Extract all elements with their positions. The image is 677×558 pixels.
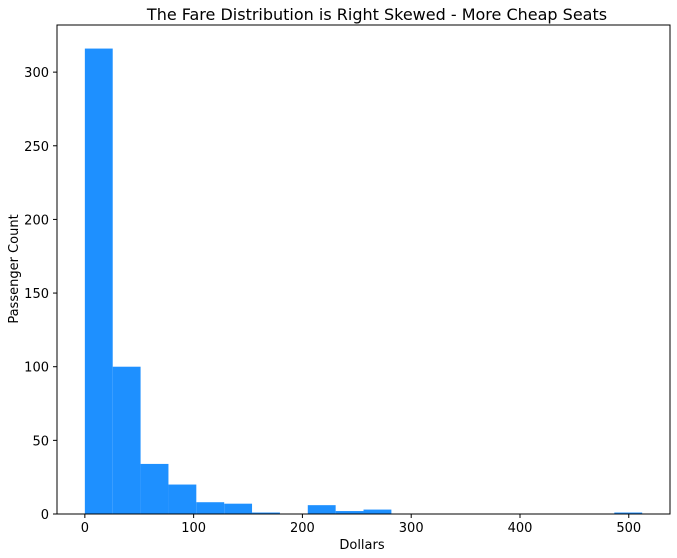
y-tick-label: 250 [24,140,49,155]
histogram-bar [335,511,364,514]
y-axis: 0 50 100 150 200 250 300 [24,66,57,523]
x-tick-label: 0 [81,521,89,536]
y-tick-label: 0 [41,508,49,523]
x-axis: 0 100 200 300 400 500 [81,514,641,536]
histogram-bar [84,48,113,515]
histogram-bar [363,509,392,514]
bars-group [84,48,643,515]
y-tick-label: 300 [24,66,49,81]
x-tick-label: 500 [616,521,641,536]
histogram-bar [307,505,336,514]
histogram-bar [140,463,169,514]
x-tick-label: 200 [290,521,315,536]
histogram-bar [614,512,643,514]
y-tick-label: 50 [32,434,49,449]
histogram-bar [224,503,253,514]
histogram-bar [252,512,280,514]
y-tick-label: 100 [24,361,49,376]
chart-title: The Fare Distribution is Right Skewed - … [146,5,607,24]
y-tick-label: 150 [24,287,49,302]
histogram-bar [112,366,141,514]
plot-frame [56,24,671,515]
y-tick-label: 200 [24,213,49,228]
x-axis-label: Dollars [339,538,384,553]
y-axis-label: Passenger Count [7,214,22,323]
x-tick-label: 300 [399,521,424,536]
histogram-bar [168,484,197,514]
x-tick-label: 400 [508,521,533,536]
histogram-bar [196,502,225,514]
x-tick-label: 100 [181,521,206,536]
